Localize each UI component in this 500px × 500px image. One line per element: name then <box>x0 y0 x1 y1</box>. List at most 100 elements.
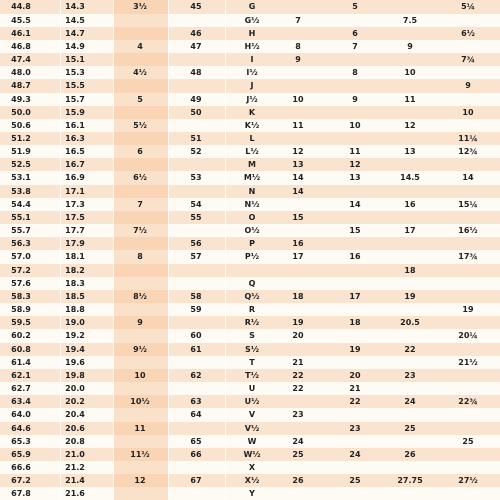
table-cell: 65.9 <box>11 449 31 459</box>
table-cell: 59 <box>190 305 202 315</box>
table-cell: 15.1 <box>65 55 85 65</box>
table-cell: L½ <box>245 147 259 157</box>
table-cell: 8 <box>352 68 358 78</box>
table-cell: 56 <box>190 239 202 249</box>
table-cell: 16 <box>404 199 416 209</box>
table-cell: 9 <box>465 81 471 91</box>
table-row <box>0 26 500 40</box>
table-cell: 9 <box>137 318 143 328</box>
table-cell: 18.2 <box>65 265 85 275</box>
table-cell: 46.8 <box>11 41 31 51</box>
table-cell: P½ <box>244 252 260 262</box>
table-cell: 45.5 <box>11 15 31 25</box>
table-cell: 8 <box>295 41 301 51</box>
table-cell: 25 <box>404 423 416 433</box>
table-cell: 3½ <box>133 2 147 12</box>
table-cell: 20 <box>349 370 361 380</box>
table-row <box>0 145 500 159</box>
table-cell: 48 <box>190 68 202 78</box>
table-cell: 44.8 <box>11 2 31 12</box>
table-row <box>0 276 500 290</box>
table-cell: 61.4 <box>11 357 31 367</box>
table-cell: 23 <box>404 370 416 380</box>
table-cell: 9 <box>295 55 301 65</box>
table-cell: 18 <box>292 291 304 301</box>
table-cell: 19 <box>349 344 361 354</box>
table-cell: 18 <box>404 265 416 275</box>
table-cell: W <box>247 436 257 446</box>
table-cell: 7¾ <box>461 55 475 65</box>
table-cell: 55 <box>190 212 202 222</box>
table-cell: Q½ <box>244 291 260 301</box>
table-row <box>0 224 500 238</box>
table-row <box>0 316 500 330</box>
table-cell: 45 <box>190 2 202 12</box>
table-row <box>0 461 500 475</box>
table-cell: 52 <box>190 147 202 157</box>
table-cell: 16 <box>292 239 304 249</box>
table-cell: J½ <box>246 94 258 104</box>
table-cell: 53.1 <box>11 173 31 183</box>
table-row <box>0 421 500 435</box>
table-cell: 10½ <box>130 397 150 407</box>
table-cell: 8 <box>137 252 143 262</box>
table-row <box>0 447 500 461</box>
table-cell: 4½ <box>133 68 147 78</box>
table-cell: 12 <box>404 120 416 130</box>
table-cell: P <box>249 239 255 249</box>
table-row <box>0 158 500 172</box>
table-cell: 10 <box>349 120 361 130</box>
table-cell: 62.1 <box>11 370 31 380</box>
table-cell: 49 <box>190 94 202 104</box>
table-cell: 19 <box>292 318 304 328</box>
table-cell: 23 <box>292 410 304 420</box>
table-cell: 25 <box>292 449 304 459</box>
table-row <box>0 53 500 67</box>
table-cell: 50 <box>190 107 202 117</box>
table-cell: 50.6 <box>11 120 31 130</box>
table-cell: 13 <box>349 173 361 183</box>
table-cell: S <box>249 331 255 341</box>
highlight-column <box>113 0 168 500</box>
table-cell: 53.8 <box>11 186 31 196</box>
table-cell: 18.5 <box>65 291 85 301</box>
table-cell: 19.0 <box>65 318 85 328</box>
table-cell: 66 <box>190 449 202 459</box>
table-cell: 11 <box>292 120 304 130</box>
table-cell: 64 <box>190 410 202 420</box>
table-cell: 15¼ <box>458 199 478 209</box>
table-cell: 67 <box>190 476 202 486</box>
table-row <box>0 66 500 80</box>
table-cell: X <box>248 463 256 472</box>
table-cell: L <box>249 134 255 143</box>
table-cell: 14.5 <box>65 15 85 25</box>
table-cell: O½ <box>244 226 260 236</box>
table-cell: 57.6 <box>11 278 31 288</box>
table-cell: 21 <box>349 384 361 394</box>
table-cell: 10 <box>404 68 416 78</box>
table-cell: 64.0 <box>11 410 31 420</box>
table-cell: 20.4 <box>65 410 85 420</box>
table-cell: 24 <box>349 449 361 459</box>
table-cell: U½ <box>244 397 260 407</box>
table-cell: 24 <box>292 436 304 446</box>
table-cell: 20.0 <box>65 384 85 394</box>
table-cell: 48.0 <box>11 68 31 78</box>
table-cell: 15 <box>292 212 304 222</box>
table-cell: 59.5 <box>11 318 31 328</box>
table-cell: 7½ <box>133 226 147 236</box>
table-cell: Q <box>248 278 256 288</box>
table-cell: R½ <box>244 318 260 328</box>
table-cell: 5¼ <box>461 2 475 12</box>
table-cell: 63.4 <box>11 397 31 407</box>
table-cell: I <box>250 55 254 65</box>
table-cell: 58.9 <box>11 305 31 315</box>
table-cell: 9 <box>352 94 358 104</box>
table-row <box>0 92 500 106</box>
table-cell: 25 <box>349 476 361 486</box>
table-cell: 10 <box>462 107 474 117</box>
table-cell: 6½ <box>461 28 475 38</box>
table-row <box>0 395 500 409</box>
table-cell: 5 <box>352 2 358 12</box>
table-cell: 17.9 <box>65 239 85 249</box>
